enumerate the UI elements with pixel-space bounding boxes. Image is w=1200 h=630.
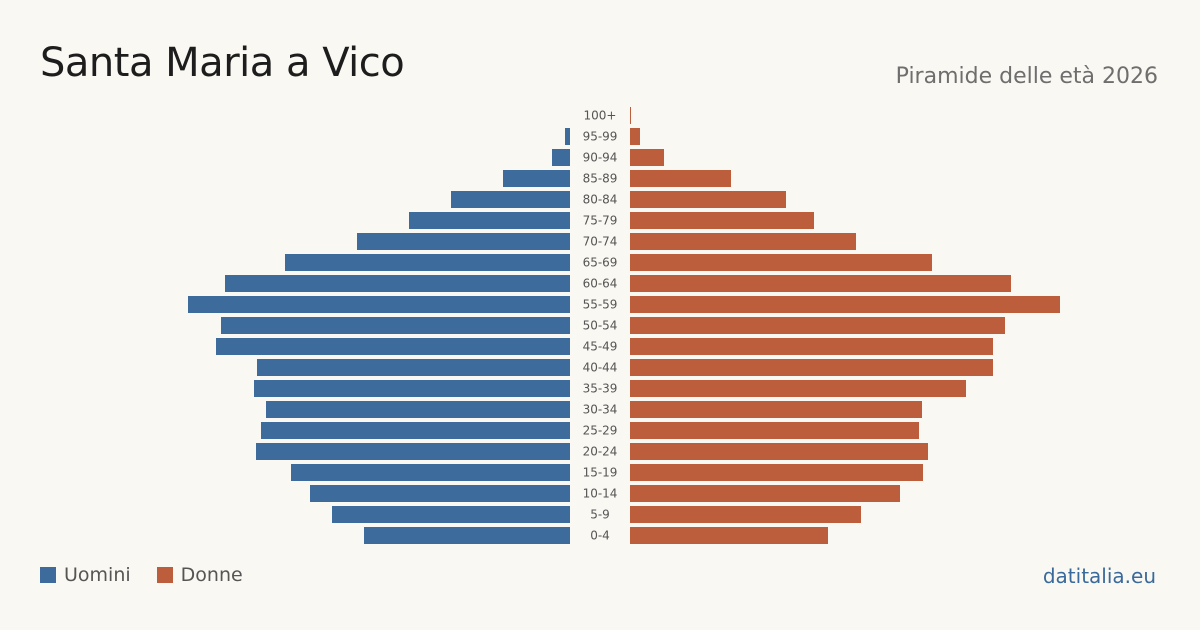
- legend-swatch-male: [40, 567, 56, 583]
- bar-female-55-59: [630, 296, 1060, 313]
- bar-female-95-99: [630, 128, 640, 145]
- age-label-50-54: 50-54: [583, 319, 618, 333]
- bar-female-45-49: [630, 338, 993, 355]
- bar-male-90-94: [552, 149, 570, 166]
- age-label-35-39: 35-39: [583, 382, 618, 396]
- bar-male-65-69: [285, 254, 570, 271]
- age-label-80-84: 80-84: [583, 193, 618, 207]
- bar-male-50-54: [221, 317, 570, 334]
- bar-male-80-84: [451, 191, 570, 208]
- age-label-25-29: 25-29: [583, 424, 618, 438]
- bar-female-100+: [630, 107, 631, 124]
- bar-female-90-94: [630, 149, 664, 166]
- bar-male-70-74: [357, 233, 570, 250]
- bar-female-25-29: [630, 422, 919, 439]
- legend-label-female: Donne: [180, 564, 243, 586]
- bar-male-40-44: [257, 359, 570, 376]
- bar-male-45-49: [216, 338, 570, 355]
- age-label-95-99: 95-99: [583, 130, 618, 144]
- legend: Uomini Donne: [40, 564, 243, 586]
- bar-male-60-64: [225, 275, 570, 292]
- bar-male-25-29: [261, 422, 570, 439]
- bar-female-30-34: [630, 401, 922, 418]
- bar-male-55-59: [188, 296, 570, 313]
- legend-item-female: Donne: [156, 564, 243, 586]
- bar-female-5-9: [630, 506, 861, 523]
- bar-female-85-89: [630, 170, 731, 187]
- age-label-55-59: 55-59: [583, 298, 618, 312]
- bar-female-60-64: [630, 275, 1011, 292]
- age-label-60-64: 60-64: [583, 277, 618, 291]
- bar-male-85-89: [503, 170, 570, 187]
- bar-female-80-84: [630, 191, 786, 208]
- chart-title: Santa Maria a Vico: [40, 40, 405, 86]
- bar-female-50-54: [630, 317, 1005, 334]
- age-label-65-69: 65-69: [583, 256, 618, 270]
- bar-male-5-9: [332, 506, 570, 523]
- bar-female-75-79: [630, 212, 814, 229]
- bar-male-30-34: [266, 401, 570, 418]
- bar-female-0-4: [630, 527, 828, 544]
- age-label-70-74: 70-74: [583, 235, 618, 249]
- age-label-30-34: 30-34: [583, 403, 618, 417]
- legend-label-male: Uomini: [64, 564, 131, 586]
- source-link[interactable]: datitalia.eu: [1042, 564, 1156, 588]
- age-label-10-14: 10-14: [583, 487, 618, 501]
- bar-female-70-74: [630, 233, 856, 250]
- age-label-5-9: 5-9: [590, 508, 610, 522]
- age-label-45-49: 45-49: [583, 340, 618, 354]
- age-label-90-94: 90-94: [583, 151, 618, 165]
- bar-male-95-99: [565, 128, 570, 145]
- bar-male-75-79: [409, 212, 570, 229]
- bar-male-35-39: [254, 380, 570, 397]
- bar-female-40-44: [630, 359, 993, 376]
- bar-male-10-14: [310, 485, 570, 502]
- bar-female-35-39: [630, 380, 966, 397]
- chart-subtitle: Piramide delle età 2026: [895, 64, 1158, 89]
- bar-female-65-69: [630, 254, 932, 271]
- age-label-0-4: 0-4: [590, 529, 610, 543]
- bar-female-15-19: [630, 464, 923, 481]
- bar-male-15-19: [291, 464, 570, 481]
- age-label-40-44: 40-44: [583, 361, 618, 375]
- bar-male-20-24: [256, 443, 570, 460]
- age-label-85-89: 85-89: [583, 172, 618, 186]
- age-label-100+: 100+: [584, 109, 617, 123]
- bar-male-0-4: [364, 527, 570, 544]
- bar-female-10-14: [630, 485, 900, 502]
- bar-female-20-24: [630, 443, 928, 460]
- legend-item-male: Uomini: [40, 564, 131, 586]
- legend-swatch-female: [156, 567, 173, 583]
- age-label-15-19: 15-19: [583, 466, 618, 480]
- age-label-75-79: 75-79: [583, 214, 618, 228]
- age-label-20-24: 20-24: [583, 445, 618, 459]
